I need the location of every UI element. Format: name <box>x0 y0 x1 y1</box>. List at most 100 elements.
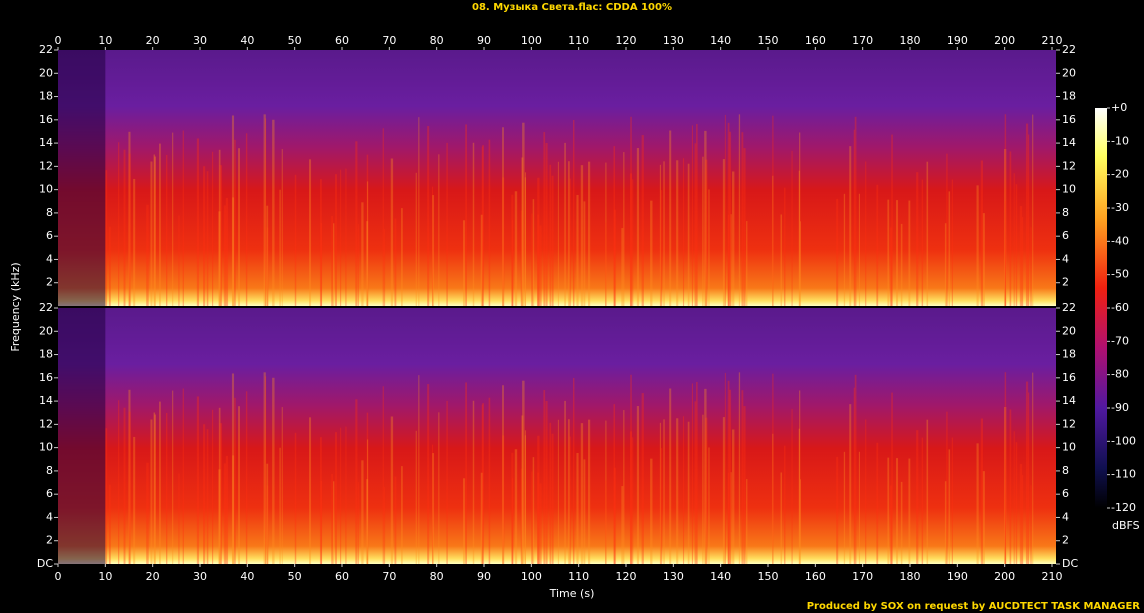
texture-streak <box>568 161 570 306</box>
texture-streak <box>549 422 552 564</box>
texture-streak <box>564 142 566 306</box>
x-tick-label: 0 <box>55 34 62 47</box>
texture-streak <box>154 156 157 306</box>
texture-streak <box>682 416 685 564</box>
texture-streak <box>896 458 899 564</box>
texture-streak <box>128 411 131 564</box>
y-tick-label: 2 <box>1062 276 1069 289</box>
y-tick-label: 12 <box>1062 417 1076 430</box>
y-tick-label: 8 <box>46 206 53 219</box>
texture-streak <box>524 430 527 564</box>
texture-streak <box>722 159 725 306</box>
texture-streak <box>521 157 524 306</box>
texture-streak <box>520 210 523 306</box>
texture-streak <box>225 197 229 306</box>
texture-streak <box>340 169 342 306</box>
texture-streak <box>799 479 802 564</box>
y-tick-label: 20 <box>39 324 53 337</box>
x-tick-label: 110 <box>568 570 589 583</box>
texture-streak <box>357 224 359 306</box>
texture-streak <box>203 424 206 564</box>
texture-streak <box>583 459 586 564</box>
texture-streak <box>948 191 951 306</box>
texture-streak <box>1004 459 1006 564</box>
texture-streak <box>730 214 732 306</box>
texture-streak <box>921 179 924 306</box>
x-tick-label: 30 <box>193 34 207 47</box>
texture-streak <box>480 472 483 564</box>
texture-streak <box>150 419 153 564</box>
texture-streak <box>780 472 783 564</box>
x-tick-label: 40 <box>240 34 254 47</box>
texture-streak <box>896 200 899 306</box>
texture-streak <box>573 119 575 307</box>
texture-streak <box>382 128 384 306</box>
texture-streak <box>488 139 491 306</box>
texture-streak <box>438 154 440 306</box>
y-tick-label: 20 <box>1062 66 1076 79</box>
texture-streak <box>361 460 364 564</box>
texture-streak <box>588 161 591 306</box>
texture-streak <box>944 223 947 306</box>
texture-streak <box>384 229 386 306</box>
texture-streak <box>630 116 632 306</box>
y-tick-label: 18 <box>39 348 53 361</box>
texture-streak <box>320 480 323 564</box>
texture-streak <box>687 163 690 306</box>
texture-streak <box>858 193 861 306</box>
texture-streak <box>520 468 523 564</box>
texture-streak <box>772 175 774 306</box>
texture-streak <box>732 429 735 564</box>
x-tick-label: 10 <box>98 570 112 583</box>
texture-streak <box>708 447 710 564</box>
x-tick-label: 150 <box>758 570 779 583</box>
texture-streak <box>196 138 200 306</box>
y-tick-label: 22 <box>39 301 53 314</box>
texture-streak <box>232 455 235 564</box>
colorbar-tick-label: -100 <box>1111 434 1136 447</box>
texture-streak <box>702 156 704 306</box>
texture-streak <box>853 129 855 306</box>
texture-streak <box>232 197 235 306</box>
texture-streak <box>153 154 156 306</box>
x-tick-label: 160 <box>805 570 826 583</box>
texture-streak <box>537 214 540 306</box>
texture-streak <box>153 412 156 564</box>
y-tick-label: 6 <box>46 229 53 242</box>
texture-streak <box>234 139 236 306</box>
texture-streak <box>865 419 867 564</box>
texture-streak <box>982 471 985 564</box>
texture-streak <box>580 423 584 564</box>
texture-streak <box>982 213 985 306</box>
texture-streak <box>223 205 227 306</box>
texture-streak <box>309 159 312 306</box>
texture-streak <box>1032 114 1034 307</box>
texture-streak <box>704 388 707 564</box>
texture-streak <box>182 130 184 306</box>
texture-streak <box>580 165 584 306</box>
texture-streak <box>331 473 333 564</box>
texture-streak <box>650 458 653 564</box>
texture-streak <box>573 377 575 564</box>
texture-streak <box>390 158 394 306</box>
x-tick-label: 20 <box>146 570 160 583</box>
texture-streak <box>219 423 223 564</box>
texture-streak <box>332 223 335 306</box>
texture-streak <box>732 171 735 306</box>
texture-streak <box>1015 184 1018 306</box>
y-tick-label: 8 <box>1062 206 1069 219</box>
texture-streak <box>366 154 369 306</box>
texture-streak <box>203 166 206 306</box>
y-tick-label: 22 <box>1062 301 1076 314</box>
texture-streak <box>108 484 111 564</box>
texture-streak <box>128 389 131 564</box>
y-tick-label: 12 <box>1062 159 1076 172</box>
texture-streak <box>462 220 466 306</box>
y-tick-label: 10 <box>39 441 53 454</box>
texture-streak <box>865 161 867 306</box>
texture-streak <box>539 225 542 306</box>
texture-streak <box>231 373 235 564</box>
x-tick-label: 80 <box>430 570 444 583</box>
texture-streak <box>743 406 746 564</box>
texture-streak <box>1025 381 1029 564</box>
